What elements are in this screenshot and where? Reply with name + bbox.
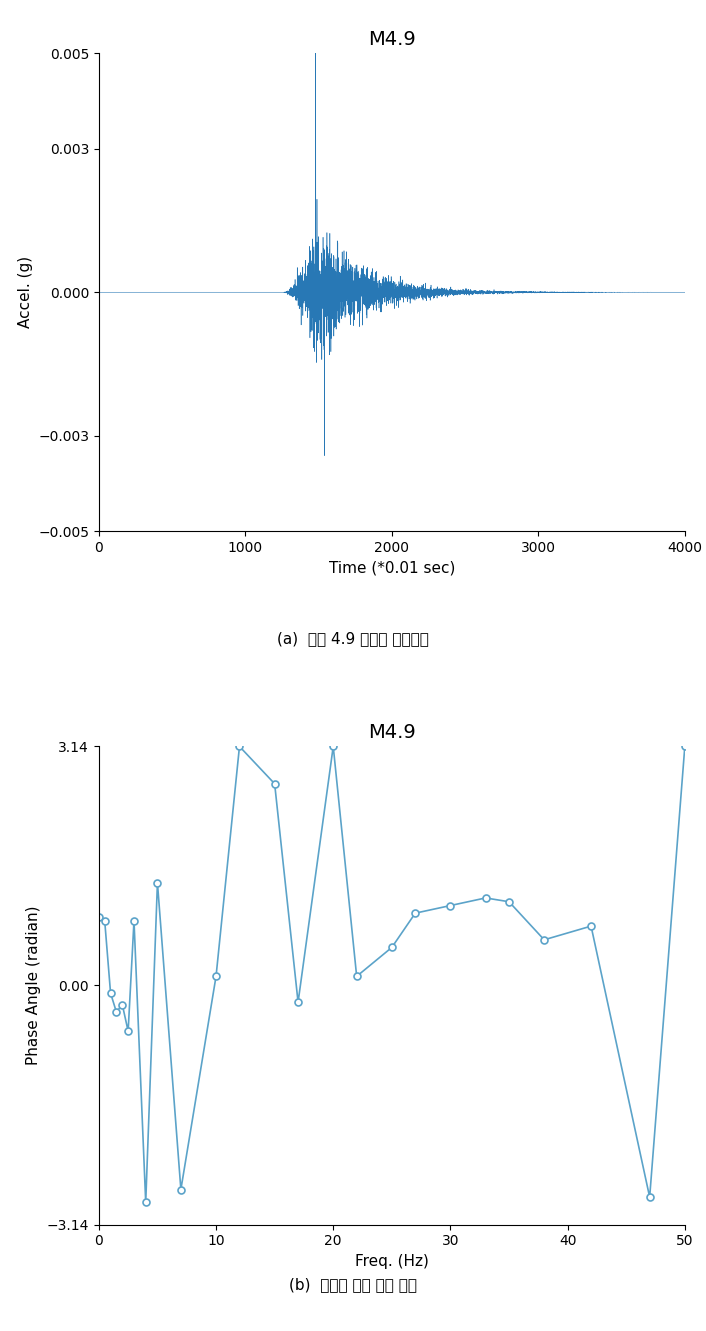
Y-axis label: Accel. (g): Accel. (g) — [18, 256, 32, 329]
Title: M4.9: M4.9 — [368, 723, 416, 743]
Text: (a)  규모 4.9 지진파 시간이력: (a) 규모 4.9 지진파 시간이력 — [277, 631, 429, 647]
Title: M4.9: M4.9 — [368, 29, 416, 49]
X-axis label: Time (*0.01 sec): Time (*0.01 sec) — [328, 560, 455, 575]
Text: (b)  주파수 영역 위상 크기: (b) 주파수 영역 위상 크기 — [289, 1276, 417, 1292]
Y-axis label: Phase Angle (radian): Phase Angle (radian) — [26, 905, 41, 1065]
X-axis label: Freq. (Hz): Freq. (Hz) — [355, 1254, 429, 1268]
